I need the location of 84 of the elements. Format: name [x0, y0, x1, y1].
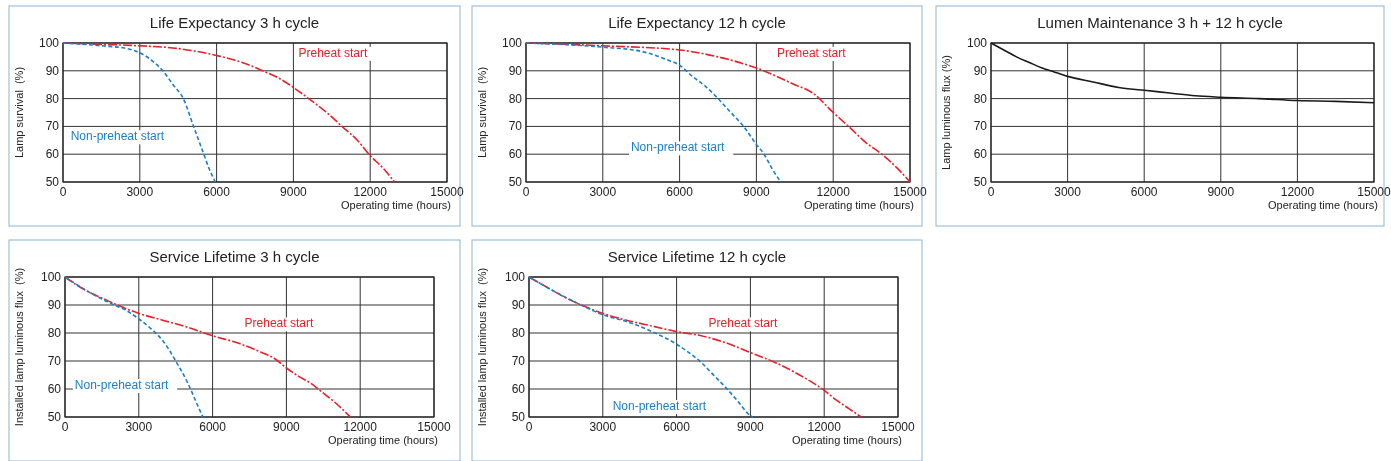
x-tick-label: 6000: [203, 185, 231, 199]
x-tick-label: 6000: [666, 185, 694, 199]
y-tick-label: 70: [47, 354, 62, 368]
chart-title: Life Expectancy 3 h cycle: [149, 14, 320, 31]
x-tick-label: 15000: [417, 420, 452, 434]
y-tick-label: 80: [47, 326, 62, 340]
y-tick-label: 90: [508, 63, 523, 78]
x-axis-title: Operating time (hours): [1267, 199, 1378, 211]
y-tick-label: 100: [38, 36, 60, 50]
y-tick-label: 80: [508, 91, 523, 106]
x-tick-label: 6000: [1130, 185, 1158, 199]
y-tick-label: 60: [511, 382, 526, 396]
x-tick-label: 3000: [589, 420, 617, 434]
x-tick-label: 12000: [343, 420, 378, 434]
y-tick-label: 50: [511, 410, 526, 424]
y-tick-label: 100: [504, 270, 526, 284]
y-tick-label: 60: [973, 147, 988, 162]
y-axis-title: Lamp survival (%): [13, 66, 25, 159]
x-tick-label: 9000: [1207, 185, 1235, 199]
x-tick-label: 9000: [743, 185, 771, 199]
series-label: Preheat start: [708, 316, 778, 331]
chart-title: Life Expectancy 12 h cycle: [608, 14, 786, 31]
y-tick-label: 50: [45, 175, 60, 189]
y-tick-label: 70: [508, 119, 523, 134]
chart-title: Service Lifetime 12 h cycle: [607, 248, 787, 265]
y-tick-label: 100: [40, 270, 62, 284]
x-tick-label: 6000: [199, 420, 227, 434]
series-label: Non-preheat start: [612, 399, 707, 413]
chart-title: Lumen Maintenance 3 h + 12 h cycle: [1037, 14, 1283, 31]
y-tick-label: 90: [973, 63, 988, 78]
y-tick-label: 80: [511, 326, 526, 340]
y-axis-title: Lamp luminous flux (%): [940, 55, 952, 170]
x-tick-label: 15000: [881, 420, 916, 434]
y-tick-label: 90: [47, 298, 62, 312]
y-tick-label: 70: [511, 354, 526, 368]
y-tick-label: 90: [45, 63, 60, 78]
y-tick-label: 50: [508, 175, 523, 189]
chart-title: Service Lifetime 3 h cycle: [149, 248, 320, 265]
series-label: Preheat start: [776, 45, 847, 60]
x-axis-title: Operating time (hours): [803, 199, 914, 211]
text: Preheat start: [298, 45, 368, 60]
y-tick-label: 90: [511, 298, 526, 312]
y-tick-label: 60: [508, 147, 523, 162]
x-tick-label: 0: [987, 185, 995, 199]
y-tick-label: 80: [973, 91, 988, 106]
y-axis-title: Lamp survival (%): [476, 66, 488, 159]
x-axis-title: Operating time (hours): [340, 199, 451, 211]
x-tick-label: 3000: [125, 420, 153, 434]
x-tick-label: 12000: [816, 185, 851, 199]
y-tick-label: 100: [966, 36, 988, 50]
x-tick-label: 3000: [126, 185, 154, 199]
line-series: [525, 42, 911, 183]
x-tick-label: 0: [61, 420, 69, 434]
series-label: Preheat start: [244, 316, 314, 331]
x-tick-label: 3000: [1054, 185, 1082, 199]
y-tick-label: 60: [47, 382, 62, 396]
x-tick-label: 0: [59, 185, 67, 199]
x-tick-label: 12000: [807, 420, 842, 434]
x-tick-label: 6000: [663, 420, 691, 434]
x-tick-label: 15000: [1357, 185, 1391, 199]
x-tick-label: 15000: [430, 185, 465, 199]
x-tick-label: 3000: [589, 185, 617, 199]
y-axis-title: Installed lamp luminous flux (%): [476, 267, 488, 427]
x-tick-label: 9000: [273, 420, 301, 434]
y-tick-label: 70: [45, 119, 60, 134]
series-label: Non-preheat start: [630, 140, 726, 155]
x-tick-label: 0: [522, 185, 530, 199]
series-label: Non-preheat start: [74, 378, 169, 392]
y-tick-label: 80: [45, 91, 60, 106]
y-tick-label: 50: [973, 175, 988, 189]
x-tick-label: 9000: [280, 185, 308, 199]
x-tick-label: 15000: [893, 185, 928, 199]
y-tick-label: 50: [47, 410, 62, 424]
y-axis-title: Installed lamp luminous flux (%): [13, 267, 25, 427]
x-axis-title: Operating time (hours): [327, 434, 438, 446]
x-axis-title: Operating time (hours): [791, 434, 902, 446]
y-tick-label: 100: [501, 36, 523, 50]
x-tick-label: 12000: [1280, 185, 1315, 199]
y-tick-label: 70: [973, 119, 988, 134]
text: Non-preheat start: [70, 129, 165, 144]
y-tick-label: 60: [45, 147, 60, 162]
x-tick-label: 0: [525, 420, 533, 434]
x-tick-label: 9000: [737, 420, 765, 434]
x-tick-label: 12000: [353, 185, 388, 199]
